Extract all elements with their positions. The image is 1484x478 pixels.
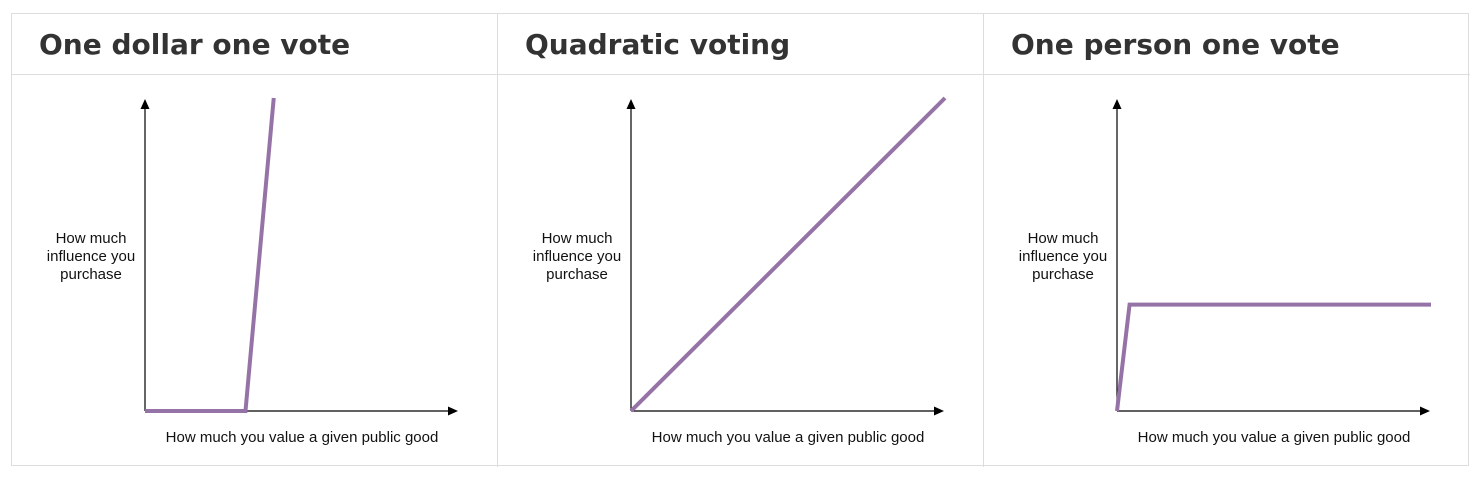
x-axis-label: How much you value a given public good [651, 429, 925, 446]
y-axis-arrowhead [626, 99, 636, 109]
influence-curve [145, 97, 276, 413]
y-axis-label: How much influence you purchase [46, 230, 136, 283]
panel-diagram-one-person: How much influence you purchase How much… [984, 75, 1470, 467]
y-axis-label: How much influence you purchase [1018, 230, 1108, 283]
y-axis-arrowhead [140, 99, 150, 109]
x-axis-label: How much you value a given public good [1137, 429, 1411, 446]
panel-title-quadratic: Quadratic voting [498, 14, 984, 75]
x-axis-label: How much you value a given public good [165, 429, 439, 446]
y-axis-label: How much influence you purchase [532, 230, 622, 283]
diagram-svg [140, 97, 458, 416]
comparison-table: One dollar one vote Quadratic voting One… [11, 13, 1470, 467]
x-axis-arrowhead [934, 406, 944, 416]
influence-curve [1115, 302, 1431, 412]
panel-diagram-one-dollar: How much influence you purchase How much… [12, 75, 498, 467]
panel-title-one-person: One person one vote [984, 14, 1470, 75]
panel-title-one-dollar: One dollar one vote [12, 14, 498, 75]
influence-curve [629, 96, 947, 413]
y-axis-arrowhead [1112, 99, 1122, 109]
panel-diagram-quadratic: How much influence you purchase How much… [498, 75, 984, 467]
diagram-svg [626, 96, 947, 416]
diagram-svg [1112, 99, 1431, 416]
x-axis-arrowhead [448, 406, 458, 416]
x-axis-arrowhead [1420, 406, 1430, 416]
